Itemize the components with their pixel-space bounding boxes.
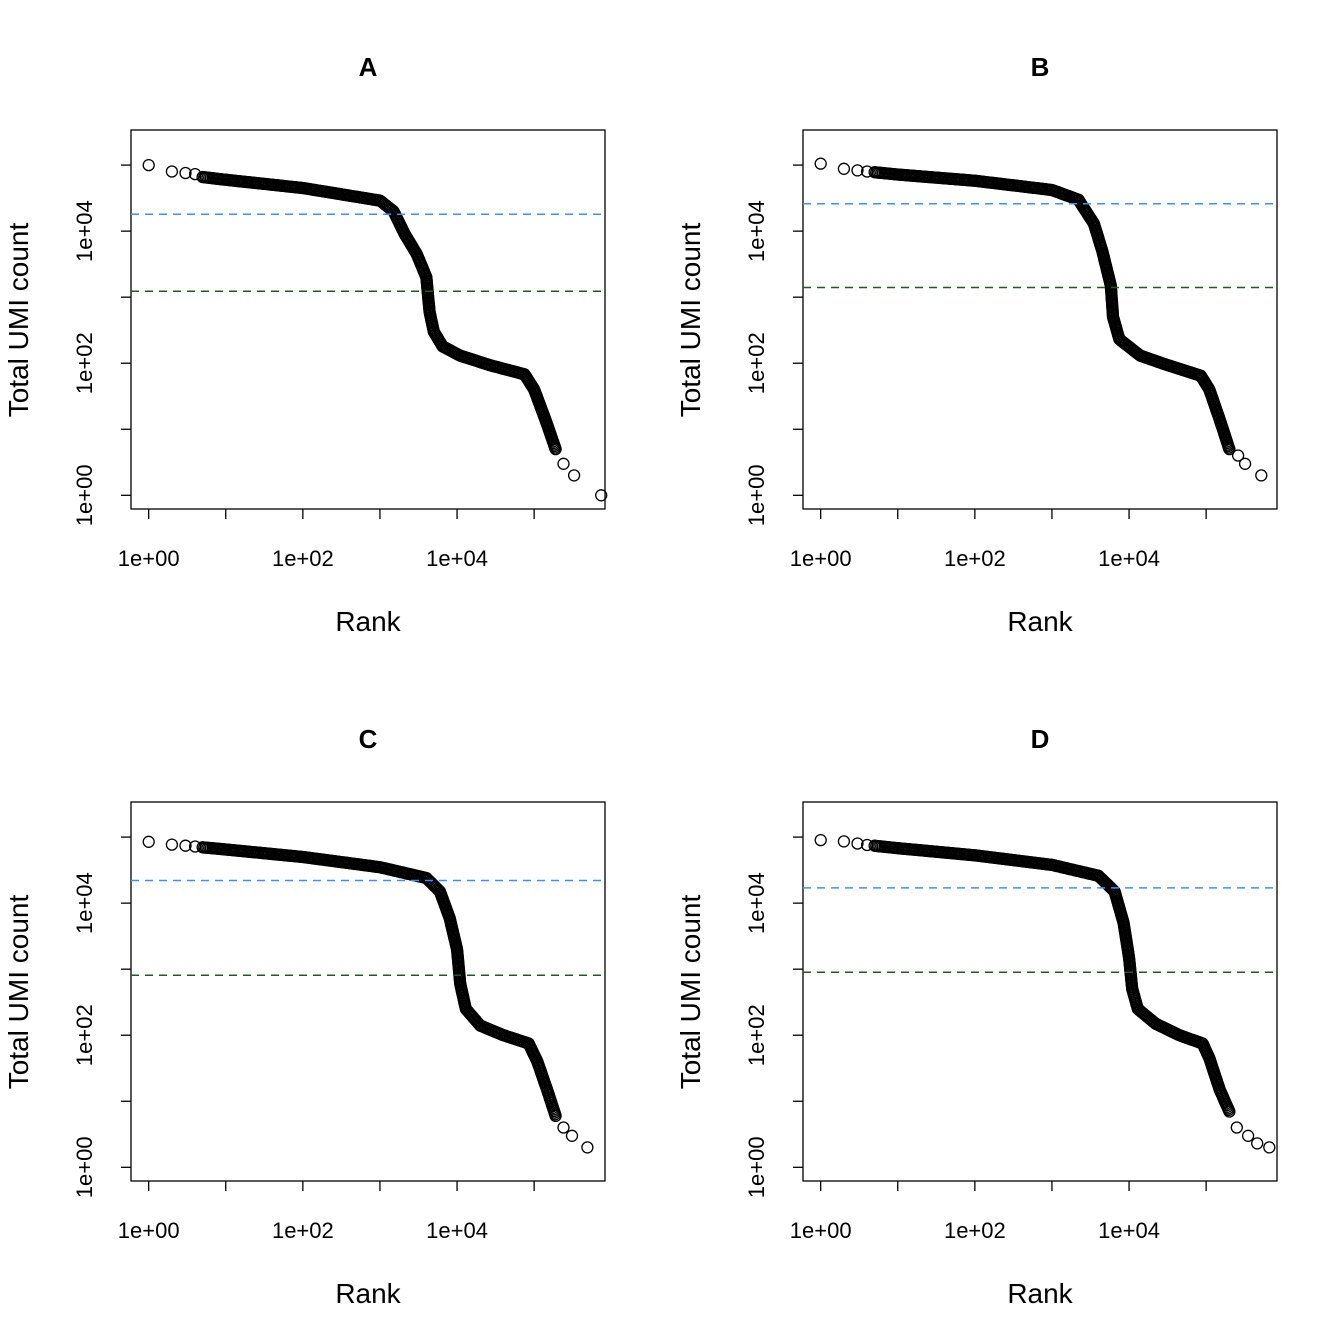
plot-frame [130, 801, 606, 1182]
data-point [595, 489, 608, 502]
y-tick-label: 1e+04 [744, 872, 769, 934]
x-tick-label: 1e+04 [1098, 546, 1160, 571]
data-point [165, 838, 179, 851]
data-point [1223, 442, 1236, 456]
data-point [179, 839, 192, 852]
x-tick-label: 1e+00 [118, 546, 180, 571]
data-point [557, 457, 570, 470]
data-points [142, 835, 594, 1154]
data-point [142, 158, 155, 172]
y-tick-label: 1e+00 [744, 464, 769, 526]
panel-b: B 1e+00 1e+02 1e+04 Rank 1e+00 1e+02 1e+04 Total… [675, 52, 1278, 637]
data-point [1231, 449, 1245, 462]
x-tick-label: 1e+00 [118, 1218, 180, 1243]
data-point [549, 442, 562, 456]
data-point [814, 833, 827, 847]
data-point [837, 162, 851, 175]
y-tick-label: 1e+02 [72, 1004, 97, 1066]
panel-d: D 1e+00 1e+02 1e+04 Rank 1e+00 1e+02 1e+04 Total… [675, 724, 1278, 1309]
y-axis-label: Total UMI count [675, 223, 706, 418]
data-point [557, 1121, 570, 1134]
data-point [837, 835, 851, 848]
data-point [1230, 1121, 1243, 1134]
data-point [1223, 1105, 1236, 1118]
y-tick-label: 1e+04 [72, 872, 97, 934]
data-point [1255, 469, 1268, 482]
panel-title: B [1031, 52, 1050, 82]
data-point [814, 157, 827, 170]
x-tick-label: 1e+02 [272, 546, 334, 571]
x-tick-label: 1e+04 [426, 546, 488, 571]
y-axis-label: Total UMI count [3, 223, 34, 418]
data-point [1251, 1137, 1264, 1150]
data-point [565, 1129, 579, 1142]
panel-title: C [359, 724, 378, 754]
plot-frame [130, 129, 606, 510]
data-point [142, 835, 155, 848]
x-tick-label: 1e+02 [944, 1218, 1006, 1243]
x-axis-label: Rank [1007, 1278, 1073, 1309]
data-point [165, 165, 179, 178]
x-tick-label: 1e+04 [426, 1218, 488, 1243]
panel-title: A [359, 52, 378, 82]
data-point [851, 164, 864, 177]
panel-a: A 1e+00 1e+02 1e+04 Rank 1e+00 1e+02 1e+04 Total… [3, 52, 608, 637]
x-axis-label: Rank [335, 606, 401, 637]
y-tick-label: 1e+04 [72, 200, 97, 262]
x-tick-label: 1e+04 [1098, 1218, 1160, 1243]
data-point [1238, 457, 1252, 470]
y-tick-label: 1e+04 [744, 200, 769, 262]
y-axis-label: Total UMI count [675, 895, 706, 1090]
y-tick-label: 1e+02 [744, 1004, 769, 1066]
y-tick-label: 1e+00 [744, 1136, 769, 1198]
y-tick-label: 1e+02 [744, 332, 769, 394]
x-axis-label: Rank [335, 1278, 401, 1309]
y-tick-label: 1e+00 [72, 1136, 97, 1198]
data-point [581, 1141, 594, 1154]
y-axis-label: Total UMI count [3, 895, 34, 1090]
x-tick-label: 1e+02 [272, 1218, 334, 1243]
y-tick-label: 1e+02 [72, 332, 97, 394]
data-point [851, 837, 864, 850]
x-tick-label: 1e+02 [944, 546, 1006, 571]
plot-frame [802, 801, 1278, 1182]
panel-title: D [1031, 724, 1050, 754]
data-point [549, 1109, 562, 1123]
data-point [179, 166, 192, 180]
data-point [567, 469, 581, 482]
x-axis-label: Rank [1007, 606, 1073, 637]
data-points [814, 157, 1268, 482]
data-point [1263, 1141, 1276, 1154]
data-point [188, 167, 202, 181]
plot-frame [802, 129, 1278, 510]
panel-c: C 1e+00 1e+02 1e+04 Rank 1e+00 1e+02 1e+04 Total… [3, 724, 606, 1309]
x-tick-label: 1e+00 [790, 546, 852, 571]
x-tick-label: 1e+00 [790, 1218, 852, 1243]
y-tick-label: 1e+00 [72, 464, 97, 526]
data-points [142, 158, 608, 502]
data-point [1241, 1129, 1255, 1142]
data-points [814, 833, 1276, 1154]
